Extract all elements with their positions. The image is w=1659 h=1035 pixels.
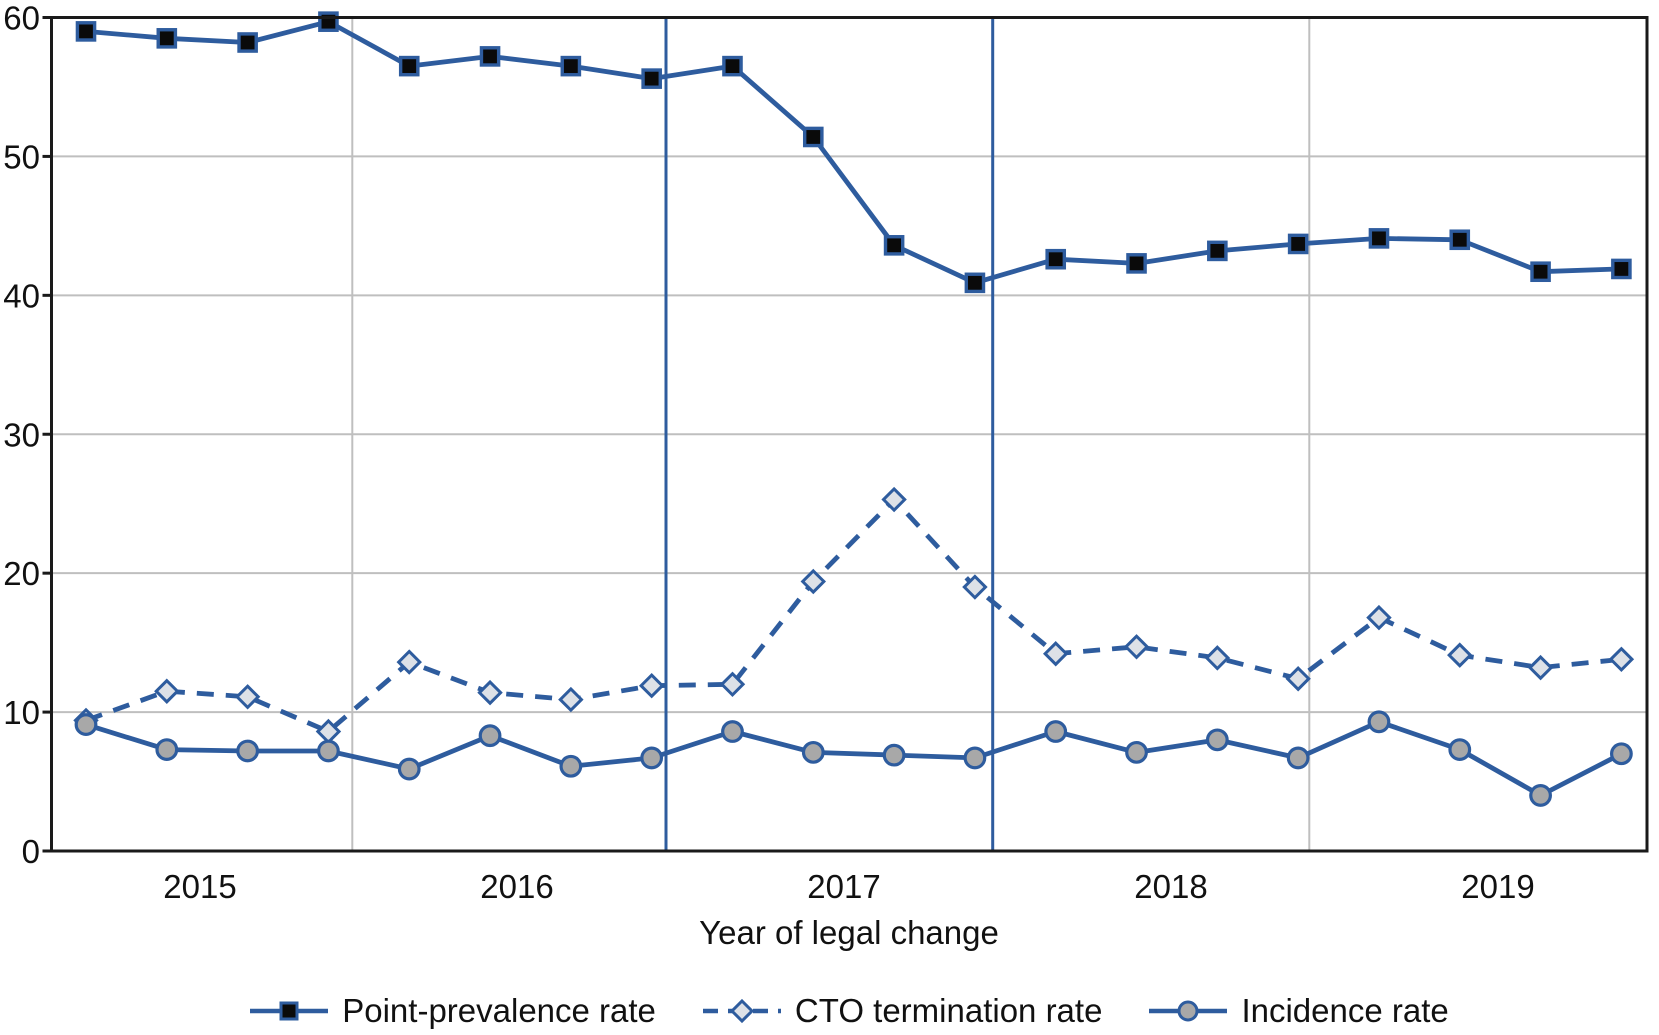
data-point-square [1207,240,1228,262]
data-point-square [1045,248,1067,270]
data-point-square [1287,233,1309,255]
data-point-square [641,68,662,89]
legend: Point-prevalence rate CTO termination rat… [51,992,1647,1030]
data-point-square [156,28,178,49]
y-tick-label: 50 [3,138,40,175]
data-point-circle [478,724,502,748]
legend-item: Point-prevalence rate [249,992,656,1030]
data-point-diamond [396,649,422,675]
legend-circle-marker-icon [1149,1000,1228,1022]
data-point-square [560,55,582,77]
x-year-label: 2019 [1461,868,1534,905]
data-point-circle [317,739,340,763]
series-line-diamond [85,497,1622,734]
y-tick-label: 20 [3,555,40,592]
x-year-label: 2017 [807,868,880,905]
data-point-square [802,126,824,148]
data-point-circle [801,740,825,764]
data-point-diamond [1123,634,1150,660]
legend-label: Point-prevalence rate [342,992,656,1029]
data-point-diamond [558,686,584,713]
data-point-square [75,21,97,42]
data-point-square [1368,228,1390,249]
data-point-diamond [881,486,907,513]
data-point-diamond [234,684,261,710]
data-point-diamond [962,574,988,600]
data-point-circle [155,738,179,761]
data-point-circle [1286,746,1310,770]
y-tick-label: 40 [3,277,40,314]
data-point-square [1611,258,1632,280]
data-point-diamond [1447,642,1473,668]
x-axis-title: Year of legal change [699,914,999,951]
data-point-circle [882,743,906,767]
data-point-circle [1044,720,1068,743]
x-year-label: 2015 [163,868,236,905]
data-point-circle [1448,738,1472,761]
data-point-circle [1205,728,1229,752]
data-point-square [479,46,501,67]
data-point-circle [963,746,987,770]
series-line-circle [85,719,1623,798]
data-point-diamond [1527,654,1554,681]
data-point-diamond [1042,641,1069,667]
legend-label: Incidence rate [1241,992,1449,1029]
data-point-circle [1609,742,1633,766]
data-point-square [1126,253,1147,274]
data-point-diamond [1285,666,1311,692]
data-point-diamond [1204,645,1231,671]
data-point-square [883,235,905,256]
legend-square-marker-icon [250,1001,329,1021]
y-tick-label: 10 [3,694,40,731]
data-point-circle [1125,740,1148,764]
data-point-diamond [719,671,746,698]
data-point-circle [74,713,98,736]
data-point-diamond [154,678,180,704]
data-point-square [1449,229,1471,251]
legend-item: Incidence rate [1148,992,1449,1030]
series-line-square [85,19,1622,286]
data-point-circle [640,746,664,770]
y-tick-label: 30 [3,416,40,453]
data-point-circle [236,739,260,763]
data-point-circle [1367,710,1391,734]
data-point-circle [559,754,583,778]
data-point-circle [397,757,421,781]
data-point-diamond [1608,646,1635,673]
data-point-square [964,272,986,294]
legend-label: CTO termination rate [794,992,1103,1029]
data-point-square [1530,261,1551,283]
data-point-diamond [800,568,827,595]
legend-diamond-marker-icon [702,998,781,1024]
data-point-circle [1529,784,1552,807]
data-point-square [237,32,258,53]
x-year-label: 2018 [1134,868,1207,905]
legend-item: CTO termination rate [702,992,1103,1030]
data-point-square [722,55,743,77]
y-tick-label: 0 [22,833,40,870]
chart-canvas: 0 10 20 30 40 50 60 2015 2016 2017 2018 2019 [3,0,1649,905]
data-point-square [398,55,420,77]
data-point-diamond [477,679,503,706]
x-year-label: 2016 [480,868,553,905]
data-point-diamond [638,672,665,699]
data-point-diamond [1366,604,1392,631]
y-tick-label: 60 [3,0,40,37]
data-point-circle [721,720,744,743]
data-point-square [318,11,339,32]
